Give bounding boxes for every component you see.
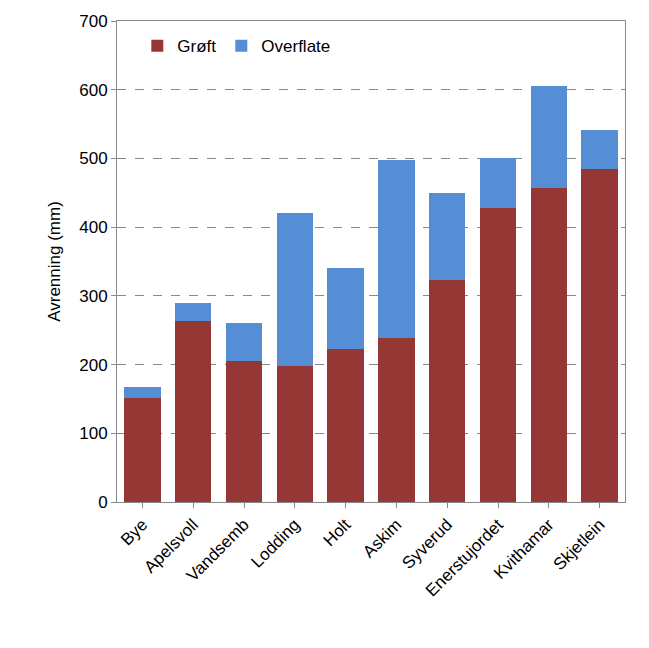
svg-text:Enerstujordet: Enerstujordet (422, 515, 507, 600)
svg-text:500: 500 (79, 149, 107, 168)
svg-text:600: 600 (79, 81, 107, 100)
svg-text:Avrenning (mm): Avrenning (mm) (45, 201, 64, 322)
svg-text:200: 200 (79, 356, 107, 375)
svg-text:300: 300 (79, 287, 107, 306)
svg-text:100: 100 (79, 424, 107, 443)
svg-text:Grøft: Grøft (177, 37, 216, 56)
svg-text:700: 700 (79, 12, 107, 31)
svg-text:Overflate: Overflate (261, 37, 330, 56)
svg-text:Vandsemb: Vandsemb (183, 515, 253, 585)
svg-text:Syverud: Syverud (398, 515, 456, 573)
svg-text:Kvithamar: Kvithamar (490, 515, 558, 583)
svg-text:400: 400 (79, 218, 107, 237)
svg-text:Lodding: Lodding (247, 515, 303, 571)
svg-text:Askim: Askim (359, 515, 405, 561)
svg-text:Holt: Holt (320, 515, 355, 550)
svg-text:Apelsvoll: Apelsvoll (140, 515, 202, 577)
svg-text:Skjetlein: Skjetlein (550, 515, 609, 574)
svg-text:Bye: Bye (117, 515, 151, 549)
svg-text:0: 0 (98, 493, 107, 512)
